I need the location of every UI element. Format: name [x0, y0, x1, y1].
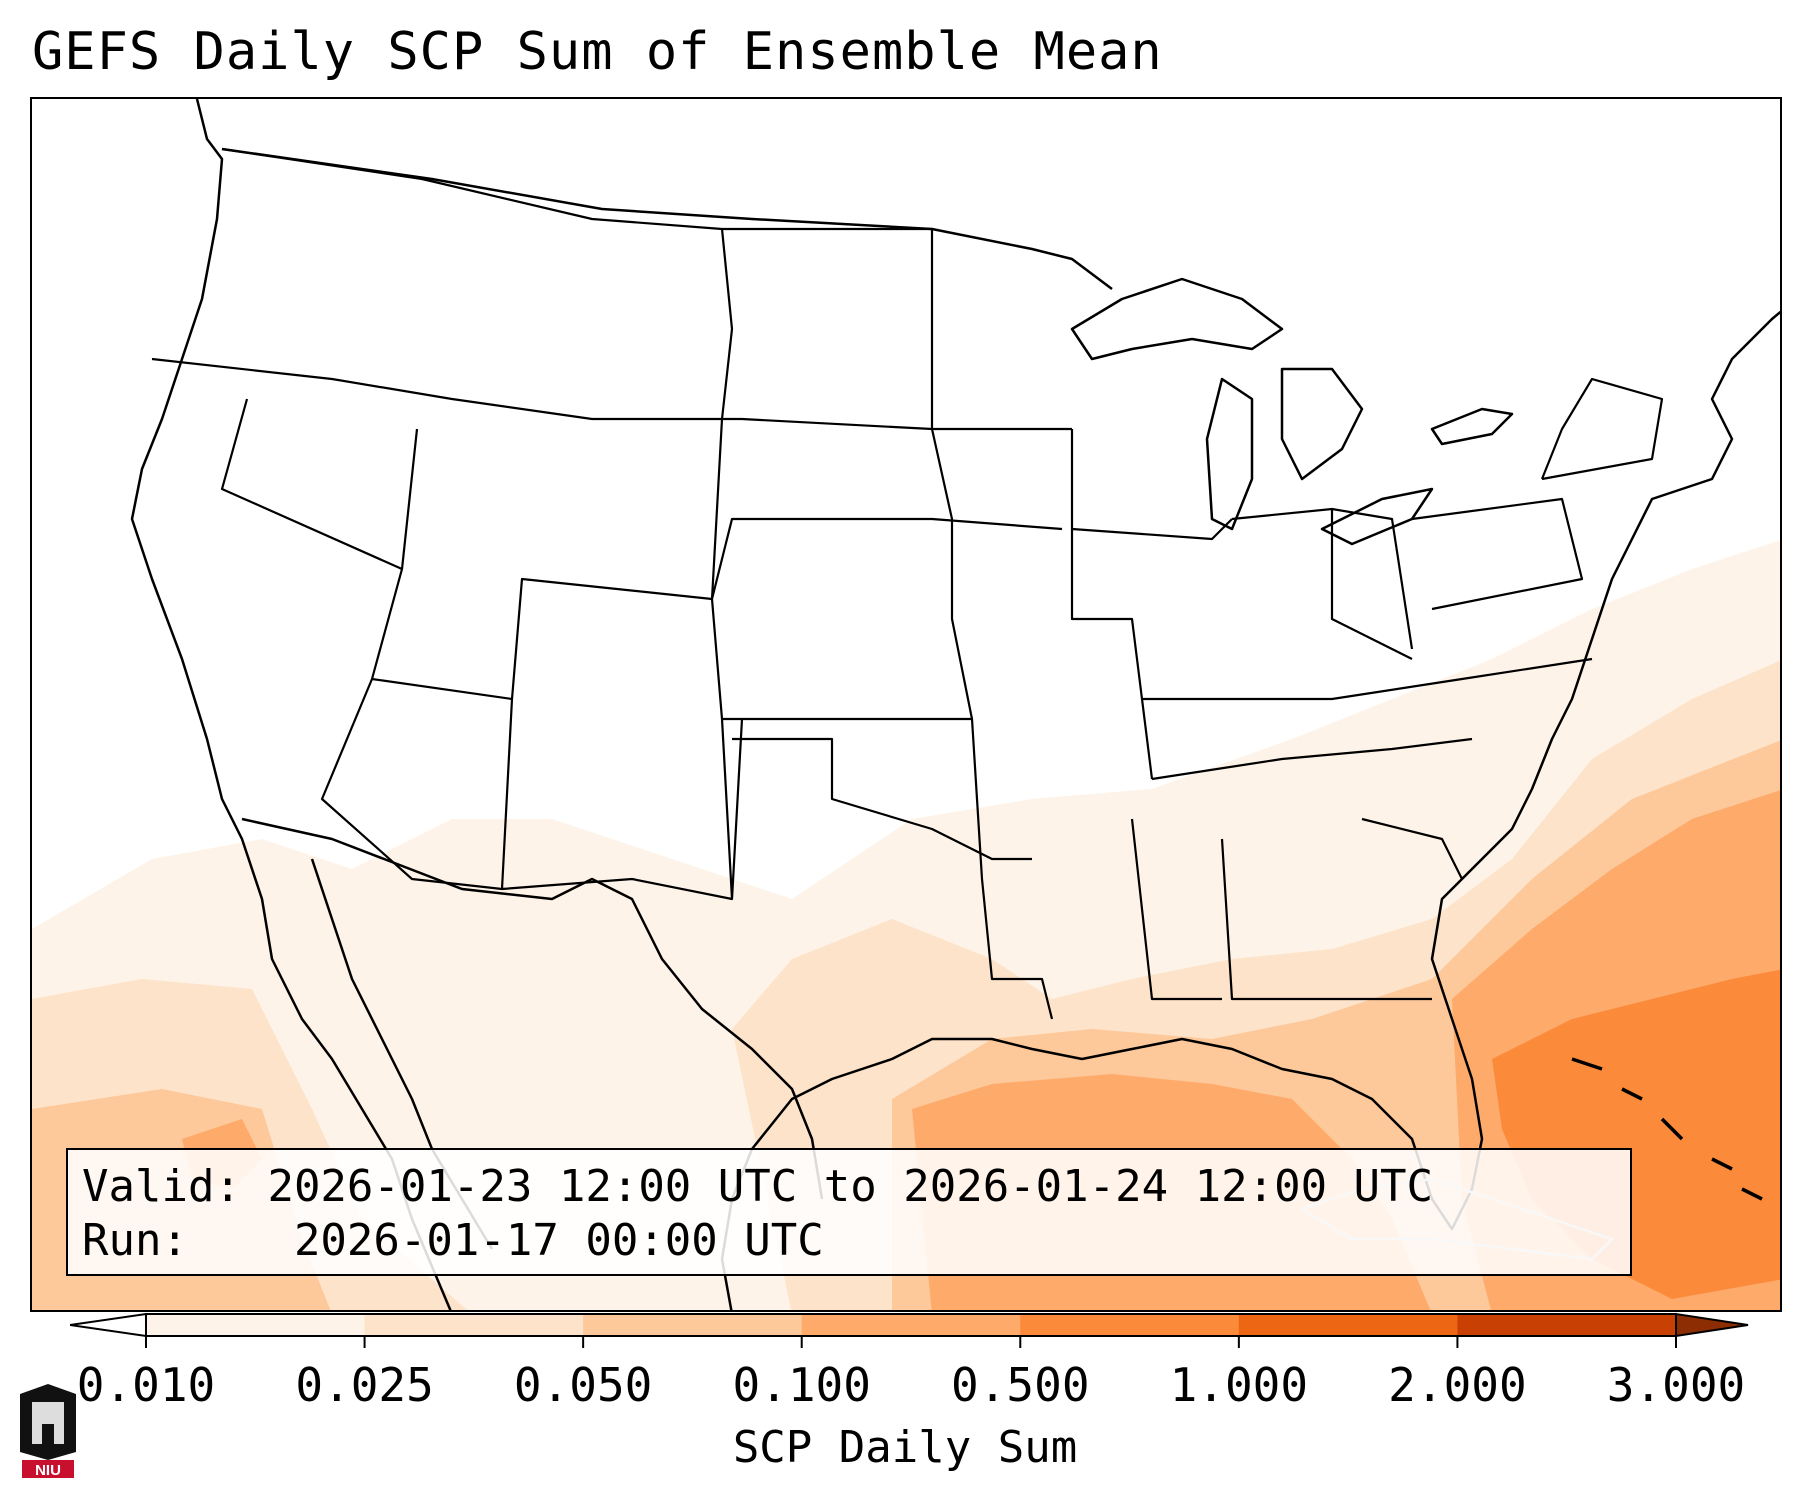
run-value: 2026-01-17 00:00 UTC	[293, 1215, 824, 1266]
lake-ontario	[1430, 407, 1514, 446]
colorbar-tick-label: 3.000	[1606, 1358, 1746, 1412]
colorbar-tick-label: 0.500	[951, 1358, 1090, 1412]
colorbar-tick-label: 1.000	[1169, 1358, 1309, 1412]
run-label: Run:	[82, 1215, 188, 1266]
colorbar-tick-label: 0.050	[513, 1358, 653, 1412]
mexico-border	[241, 817, 824, 1200]
bahamas-outline	[1571, 1057, 1763, 1201]
lake-huron	[1280, 367, 1364, 481]
logo-door	[42, 1424, 54, 1444]
lake-erie	[1320, 487, 1434, 546]
map-title: GEFS Daily SCP Sum of Ensemble Mean	[32, 22, 1163, 82]
valid-run-info-box: Valid: 2026-01-23 12:00 UTC to 2026-01-2…	[66, 1148, 1632, 1276]
colorbar-segment	[1238, 1314, 1458, 1336]
map-canvas	[32, 99, 1780, 1310]
colorbar-over-arrow	[1675, 1312, 1749, 1338]
valid-value: 2026-01-23 12:00 UTC to 2026-01-24 12:00…	[267, 1161, 1434, 1212]
colorbar-under-arrow	[70, 1312, 147, 1338]
lake-michigan	[1205, 377, 1254, 531]
map-panel	[30, 97, 1782, 1312]
colorbar-tick-label: 0.025	[295, 1358, 434, 1412]
coastline	[130, 99, 452, 1310]
colorbar-label: SCP Daily Sum	[732, 1422, 1078, 1473]
colorbar-segment	[146, 1314, 366, 1336]
colorbar-segment	[801, 1314, 1021, 1336]
valid-label: Valid:	[82, 1161, 241, 1212]
niu-logo: NIU	[20, 1384, 76, 1479]
logo-banner	[22, 1460, 74, 1478]
colorbar-tick-label: 0.100	[732, 1358, 871, 1412]
colorbar	[70, 1312, 1749, 1348]
canada-border	[221, 147, 1113, 290]
state-borders	[151, 147, 1664, 1020]
colorbar-segment	[1457, 1314, 1677, 1336]
colorbar-tick-label: 0.010	[76, 1358, 216, 1412]
colorbar-segment	[583, 1314, 803, 1336]
colorbar-border	[145, 1313, 1677, 1337]
colorbar-tick-label: 2.000	[1388, 1358, 1527, 1412]
lake-superior	[1070, 277, 1284, 361]
colorbar-segment	[1020, 1314, 1240, 1336]
colorbar-segment	[364, 1314, 584, 1336]
logo-text: NIU	[35, 1462, 61, 1479]
